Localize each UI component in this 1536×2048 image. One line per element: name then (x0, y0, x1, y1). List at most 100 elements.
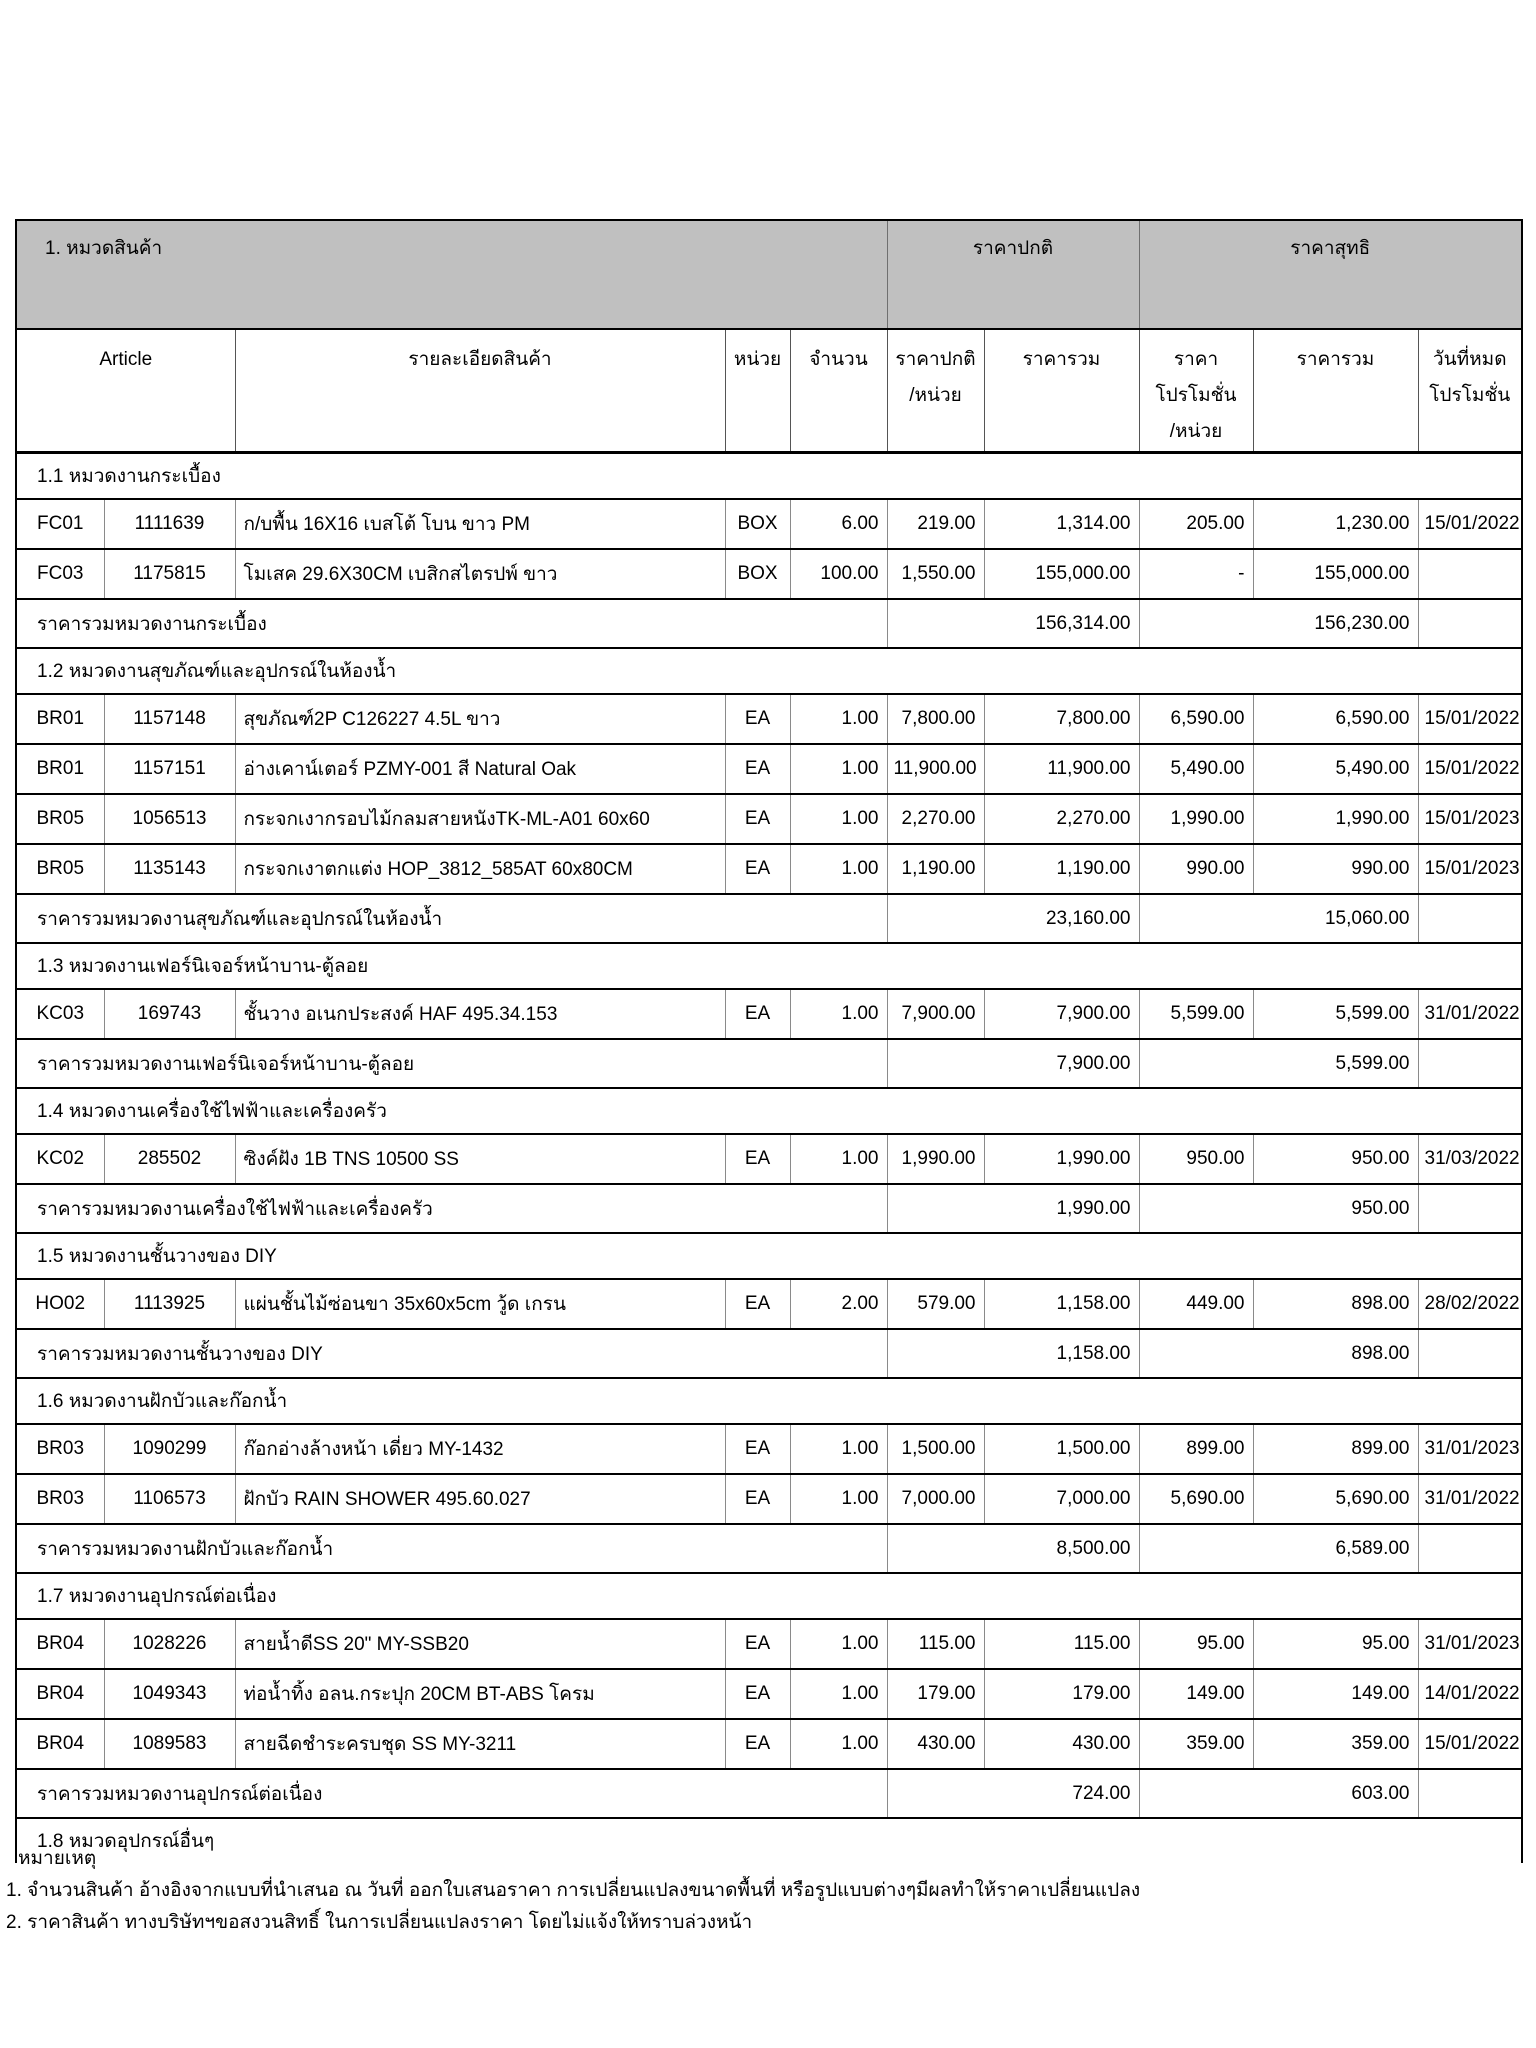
item-code: HO02 (15, 1278, 105, 1330)
item-promo-unit-price: 205.00 (1138, 498, 1254, 550)
item-quantity: 1.00 (789, 743, 888, 795)
article-number: 1049343 (103, 1668, 236, 1720)
section-total-empty (1417, 1523, 1523, 1574)
item-total: 7,000.00 (983, 1473, 1140, 1525)
section-total-label: ราคารวมหมวดงานเฟอร์นิเจอร์หน้าบาน-ตู้ลอย (15, 1038, 888, 1089)
item-description: อ่างเคาน์เตอร์ PZMY-001 สี Natural Oak (234, 743, 726, 795)
item-code: KC02 (15, 1133, 105, 1185)
item-quantity: 1.00 (789, 1473, 888, 1525)
item-row: HO02 1113925 แผ่นชั้นไม้ซ่อนขา 35x60x5cm ว… (15, 1278, 1523, 1330)
section-row: 1.1 หมวดงานกระเบื้อง (15, 451, 1523, 500)
item-total: 1,990.00 (983, 1133, 1140, 1185)
section-row: 1.5 หมวดงานชั้นวางของ DIY (15, 1232, 1523, 1280)
item-promo-end-date: 15/01/2022 (1417, 693, 1523, 745)
item-quantity: 1.00 (789, 1618, 888, 1670)
item-unit-price: 219.00 (886, 498, 985, 550)
item-description: กระจกเงาตกแต่ง HOP_3812_585AT 60x80CM (234, 843, 726, 895)
item-promo-end-date: 31/01/2022 (1417, 988, 1523, 1040)
item-row: BR01 1157151 อ่างเคาน์เตอร์ PZMY-001 สี Na… (15, 743, 1523, 795)
item-row: BR04 1049343 ท่อน้ำทิ้ง อลน.กระปุก 20CM BT… (15, 1668, 1523, 1720)
item-description: ท่อน้ำทิ้ง อลน.กระปุก 20CM BT-ABS โครม (234, 1668, 726, 1720)
item-description: กระจกเงากรอบไม้กลมสายหนังTK-ML-A01 60x60 (234, 793, 726, 845)
col-header-unit-price-line2: /หน่วย (909, 385, 962, 406)
item-quantity: 1.00 (789, 1668, 888, 1720)
section-total-empty (1417, 598, 1523, 649)
section-title: 1.4 หมวดงานเครื่องใช้ไฟฟ้าและเครื่องครัว (15, 1087, 1523, 1135)
section-total-row: ราคารวมหมวดงานอุปกรณ์ต่อเนื่อง 724.00 603.… (15, 1768, 1523, 1819)
article-number: 1111639 (103, 498, 236, 550)
item-description: สายฉีดชำระครบชุด SS MY-3211 (234, 1718, 726, 1770)
item-description: ฝักบัว RAIN SHOWER 495.60.027 (234, 1473, 726, 1525)
section-row: 1.7 หมวดงานอุปกรณ์ต่อเนื่อง (15, 1572, 1523, 1620)
col-header-description: รายละเอียดสินค้า (234, 328, 726, 454)
item-unit-price: 2,270.00 (886, 793, 985, 845)
item-promo-total: 155,000.00 (1252, 548, 1419, 600)
item-unit-price: 179.00 (886, 1668, 985, 1720)
section-total-label: ราคารวมหมวดงานกระเบื้อง (15, 598, 888, 649)
section-row: 1.3 หมวดงานเฟอร์นิเจอร์หน้าบาน-ตู้ลอย (15, 942, 1523, 990)
quotation-table: 1. หมวดสินค้า ราคาปกติ ราคาสุทธิ Article… (15, 219, 1524, 1863)
item-unit: EA (724, 1618, 791, 1670)
item-unit: EA (724, 743, 791, 795)
item-quantity: 6.00 (789, 498, 888, 550)
item-total: 7,800.00 (983, 693, 1140, 745)
section-total-empty (1417, 1038, 1523, 1089)
section-total-normal: 8,500.00 (886, 1523, 1140, 1574)
article-number: 285502 (103, 1133, 236, 1185)
item-promo-end-date: 31/01/2023 (1417, 1618, 1523, 1670)
item-total: 1,314.00 (983, 498, 1140, 550)
item-promo-end-date (1417, 548, 1523, 600)
item-quantity: 1.00 (789, 1133, 888, 1185)
col-header-article: Article (15, 328, 236, 454)
col-header-promo-unit-line2: โปรโมชั่น (1155, 385, 1237, 406)
section-total-empty (1417, 1768, 1523, 1819)
item-description: ชั้นวาง อเนกประสงค์ HAF 495.34.153 (234, 988, 726, 1040)
item-row: BR05 1135143 กระจกเงาตกแต่ง HOP_3812_585AT… (15, 843, 1523, 895)
item-promo-unit-price: 5,690.00 (1138, 1473, 1254, 1525)
item-promo-unit-price: 1,990.00 (1138, 793, 1254, 845)
col-header-promo-unit-line3: /หน่วย (1169, 421, 1223, 442)
item-unit: EA (724, 843, 791, 895)
item-quantity: 2.00 (789, 1278, 888, 1330)
item-promo-unit-price: 950.00 (1138, 1133, 1254, 1185)
item-unit: EA (724, 1718, 791, 1770)
item-row: FC01 1111639 ก/บพื้น 16X16 เบสโต้ โบน ขาว … (15, 498, 1523, 550)
col-header-promo-unit-line1: ราคา (1173, 349, 1219, 370)
item-unit-price: 1,550.00 (886, 548, 985, 600)
article-number: 1157151 (103, 743, 236, 795)
col-header-promo-unit-price: ราคา โปรโมชั่น /หน่วย (1138, 328, 1254, 454)
notes-block: หมายเหตุ 1. จำนวนสินค้า อ้างอิงจากแบบที่… (6, 1843, 1140, 1939)
section-total-label: ราคารวมหมวดงานชั้นวางของ DIY (15, 1328, 888, 1379)
article-number: 1113925 (103, 1278, 236, 1330)
item-code: BR03 (15, 1473, 105, 1525)
item-promo-total: 5,690.00 (1252, 1473, 1419, 1525)
item-unit-price: 1,190.00 (886, 843, 985, 895)
item-unit: BOX (724, 498, 791, 550)
item-promo-total: 1,990.00 (1252, 793, 1419, 845)
item-quantity: 1.00 (789, 1423, 888, 1475)
item-row: BR05 1056513 กระจกเงากรอบไม้กลมสายหนังTK-M… (15, 793, 1523, 845)
section-total-normal: 156,314.00 (886, 598, 1140, 649)
item-row: KC02 285502 ซิงค์ฝัง 1B TNS 10500 SS EA 1.00… (15, 1133, 1523, 1185)
item-quantity: 1.00 (789, 693, 888, 745)
item-promo-end-date: 28/02/2022 (1417, 1278, 1523, 1330)
item-total: 115.00 (983, 1618, 1140, 1670)
item-description: แผ่นชั้นไม้ซ่อนขา 35x60x5cm วู้ด เกรน (234, 1278, 726, 1330)
col-header-unit-price-line1: ราคาปกติ (895, 349, 976, 370)
item-unit: BOX (724, 548, 791, 600)
section-title: 1.3 หมวดงานเฟอร์นิเจอร์หน้าบาน-ตู้ลอย (15, 942, 1523, 990)
col-header-promo-total: ราคารวม (1252, 328, 1419, 454)
section-total-net: 15,060.00 (1138, 893, 1419, 944)
item-promo-end-date: 31/01/2022 (1417, 1473, 1523, 1525)
article-number: 1157148 (103, 693, 236, 745)
item-row: BR04 1028226 สายน้ำดีSS 20" MY-SSB20 EA 1.00… (15, 1618, 1523, 1670)
section-total-label: ราคารวมหมวดงานเครื่องใช้ไฟฟ้าและเครื่องค… (15, 1183, 888, 1234)
item-unit: EA (724, 1668, 791, 1720)
section-total-label: ราคารวมหมวดงานอุปกรณ์ต่อเนื่อง (15, 1768, 888, 1819)
article-number: 1089583 (103, 1718, 236, 1770)
item-promo-unit-price: 95.00 (1138, 1618, 1254, 1670)
item-code: KC03 (15, 988, 105, 1040)
section-title: 1.2 หมวดงานสุขภัณฑ์และอุปกรณ์ในห้องน้ำ (15, 647, 1523, 695)
item-unit-price: 1,990.00 (886, 1133, 985, 1185)
col-header-promo-end-line2: โปรโมชั่น (1429, 385, 1511, 406)
